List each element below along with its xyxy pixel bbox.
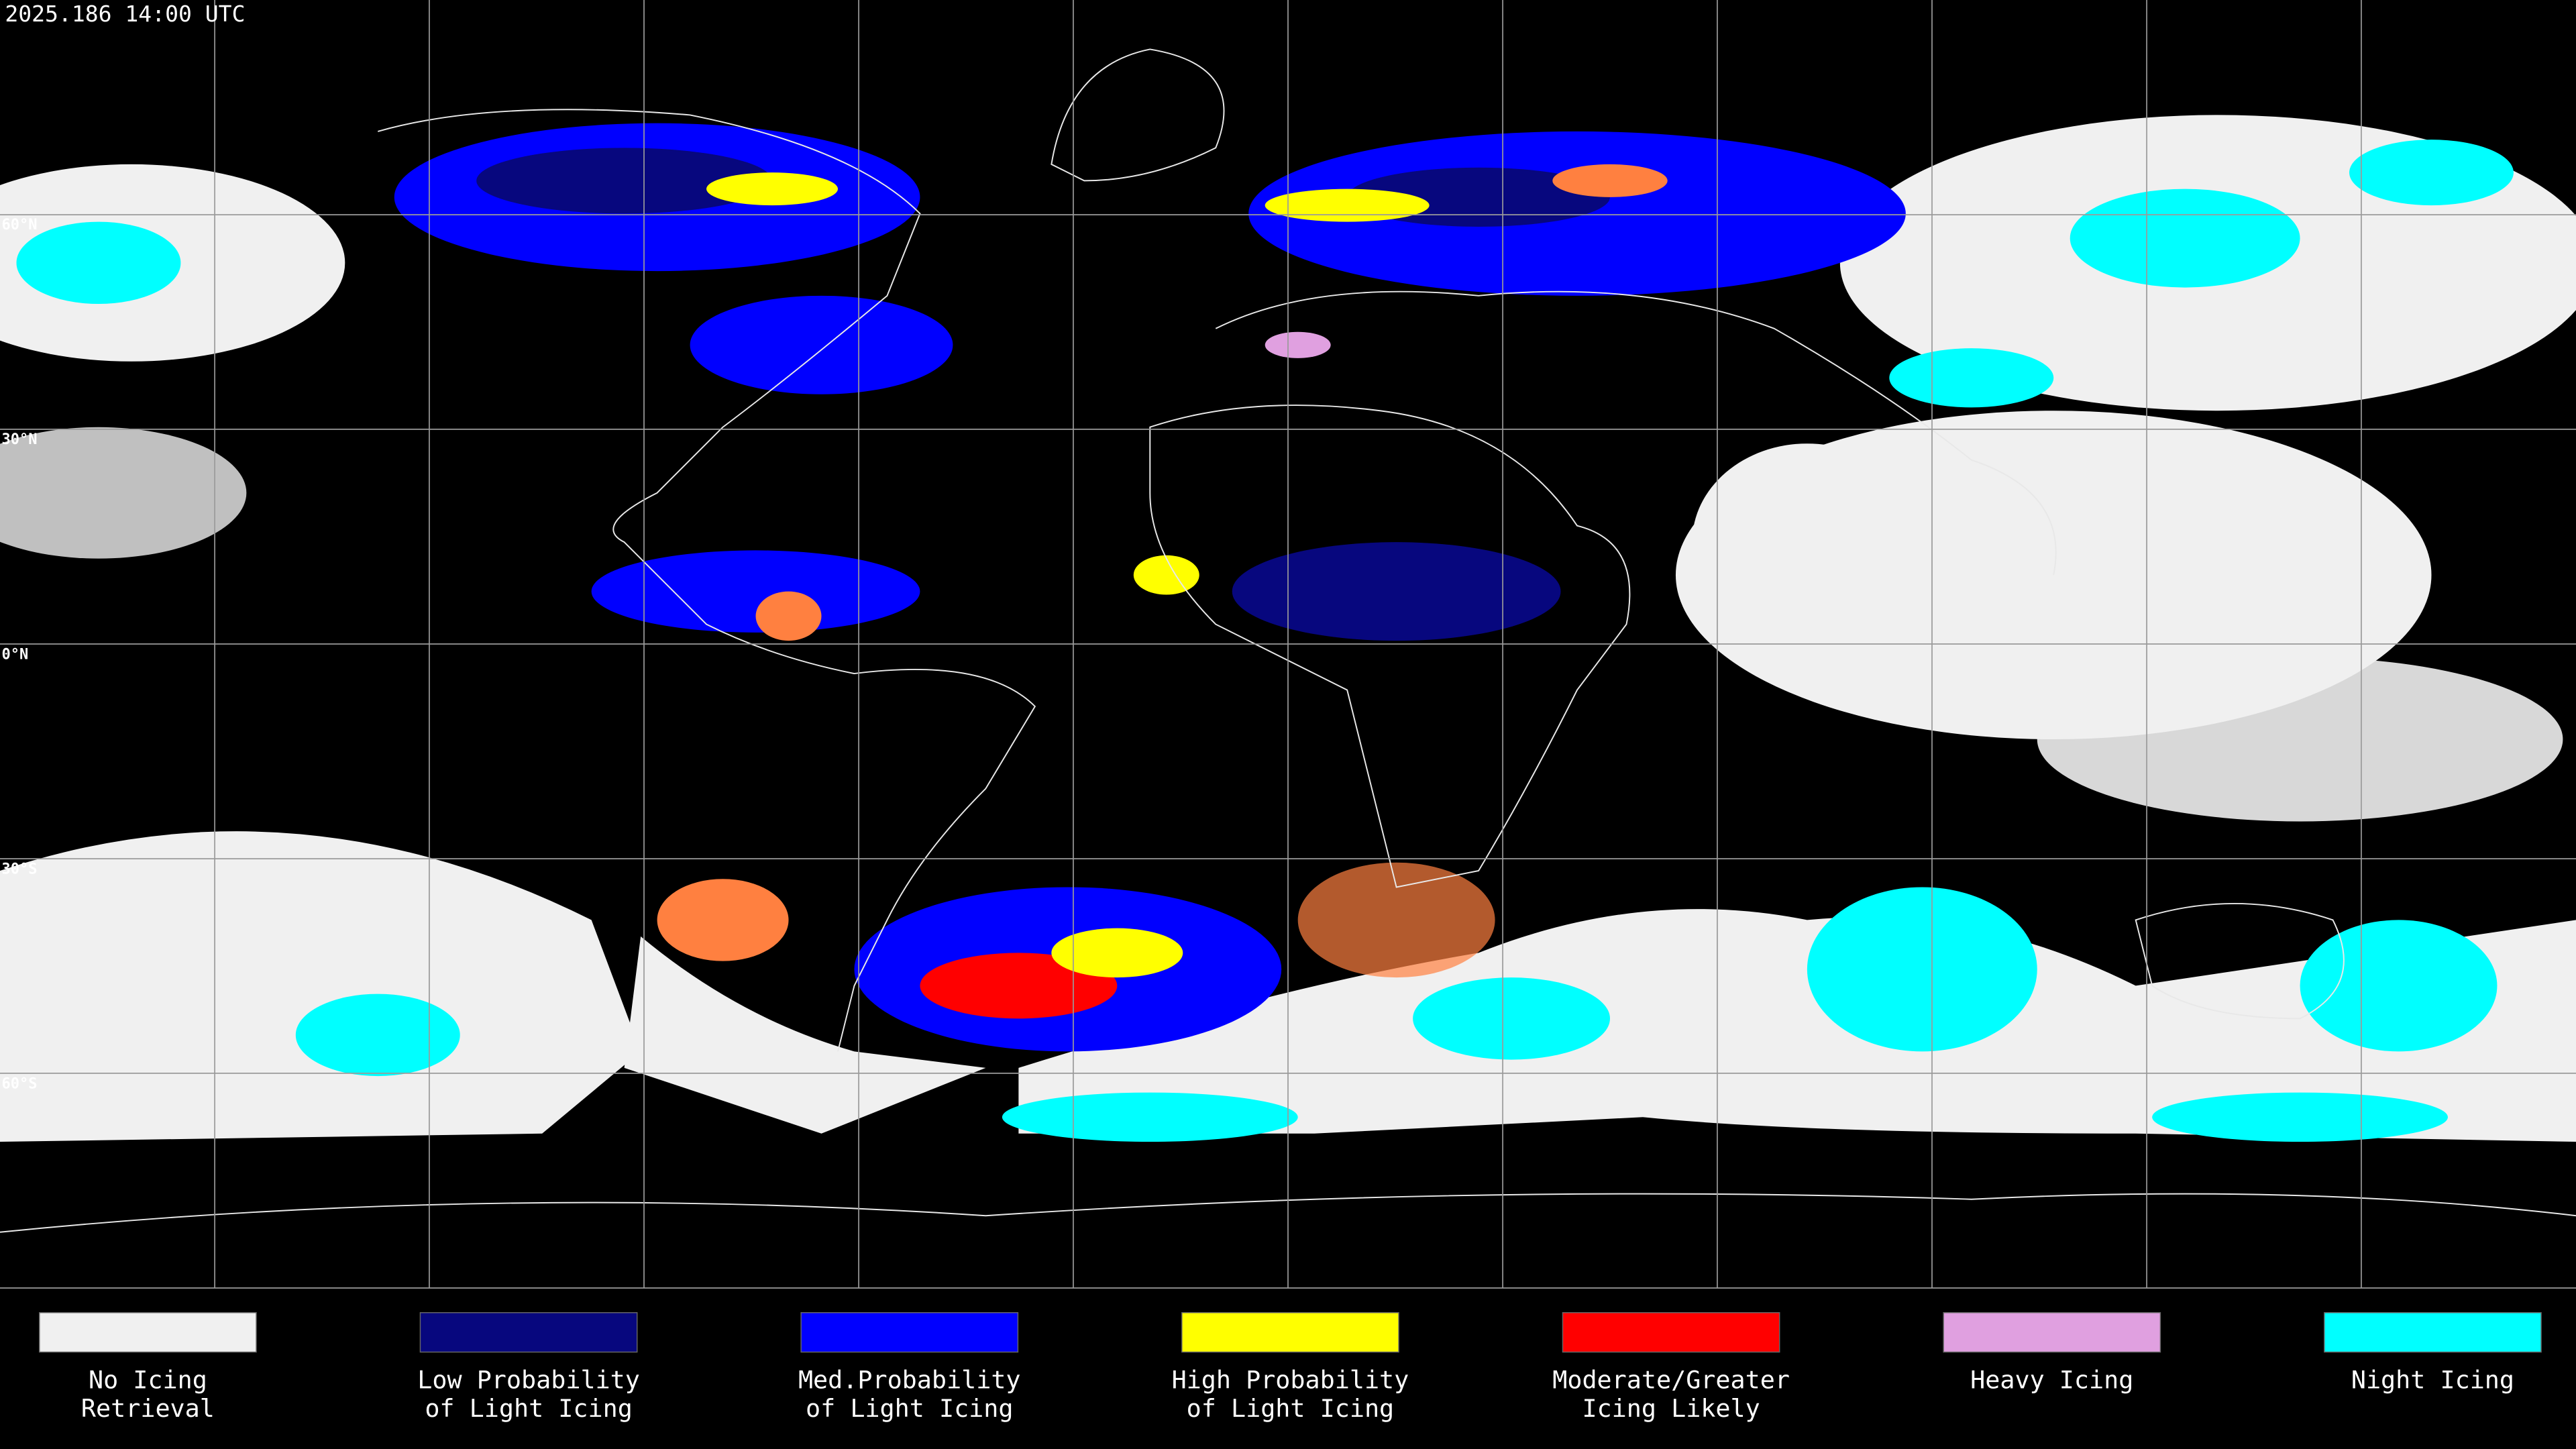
legend-swatch xyxy=(800,1312,1019,1353)
legend-swatch xyxy=(419,1312,638,1353)
latitude-labels: 60°N 30°N 0°N 30°S 60°S xyxy=(1,217,37,1092)
legend-label: Icing Likely xyxy=(1582,1394,1760,1423)
legend-label: Retrieval xyxy=(81,1394,215,1423)
legend-swatch xyxy=(2324,1312,2542,1353)
legend-swatch xyxy=(1943,1312,2161,1353)
legend-label: Moderate/Greater xyxy=(1552,1365,1790,1394)
legend-label: of Light Icing xyxy=(806,1394,1014,1423)
legend-swatch xyxy=(1562,1312,1780,1353)
legend-label: of Light Icing xyxy=(1187,1394,1395,1423)
legend-label: High Probability xyxy=(1172,1365,1409,1394)
legend-label: Med.Probability xyxy=(798,1365,1021,1394)
latitude-label: 60°S xyxy=(1,1075,37,1092)
legend-label: Low Probability xyxy=(417,1365,640,1394)
latitude-label: 0°N xyxy=(1,646,28,663)
latitude-label: 30°S xyxy=(1,861,37,877)
latitude-label: 60°N xyxy=(1,217,37,233)
legend-label: Night Icing xyxy=(2351,1365,2514,1394)
cloud-layer xyxy=(0,115,2576,1142)
latitude-label: 30°N xyxy=(1,431,37,448)
legend-swatch xyxy=(1181,1312,1399,1353)
legend-label: of Light Icing xyxy=(425,1394,633,1423)
coastlines xyxy=(0,48,2576,1233)
timestamp: 2025.186 14:00 UTC xyxy=(5,1,245,27)
legend-label: Heavy Icing xyxy=(1970,1365,2133,1394)
legend-label: No Icing xyxy=(89,1365,207,1394)
graticule xyxy=(0,0,2576,1289)
legend-swatch xyxy=(39,1312,257,1353)
